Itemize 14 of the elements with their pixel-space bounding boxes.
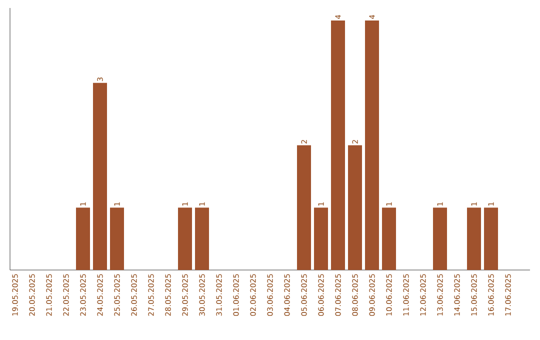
bar: [467, 208, 482, 270]
bar: [93, 82, 107, 270]
bar: [484, 208, 498, 270]
bar: [348, 145, 362, 270]
bar: [178, 208, 192, 270]
bar: [110, 208, 124, 270]
bar: [331, 20, 346, 270]
bar: [195, 208, 210, 270]
bar: [382, 208, 396, 270]
bar: [76, 208, 90, 270]
bar: [365, 20, 380, 270]
bar: [314, 208, 328, 270]
bar: [297, 145, 312, 270]
bar: [433, 208, 448, 270]
